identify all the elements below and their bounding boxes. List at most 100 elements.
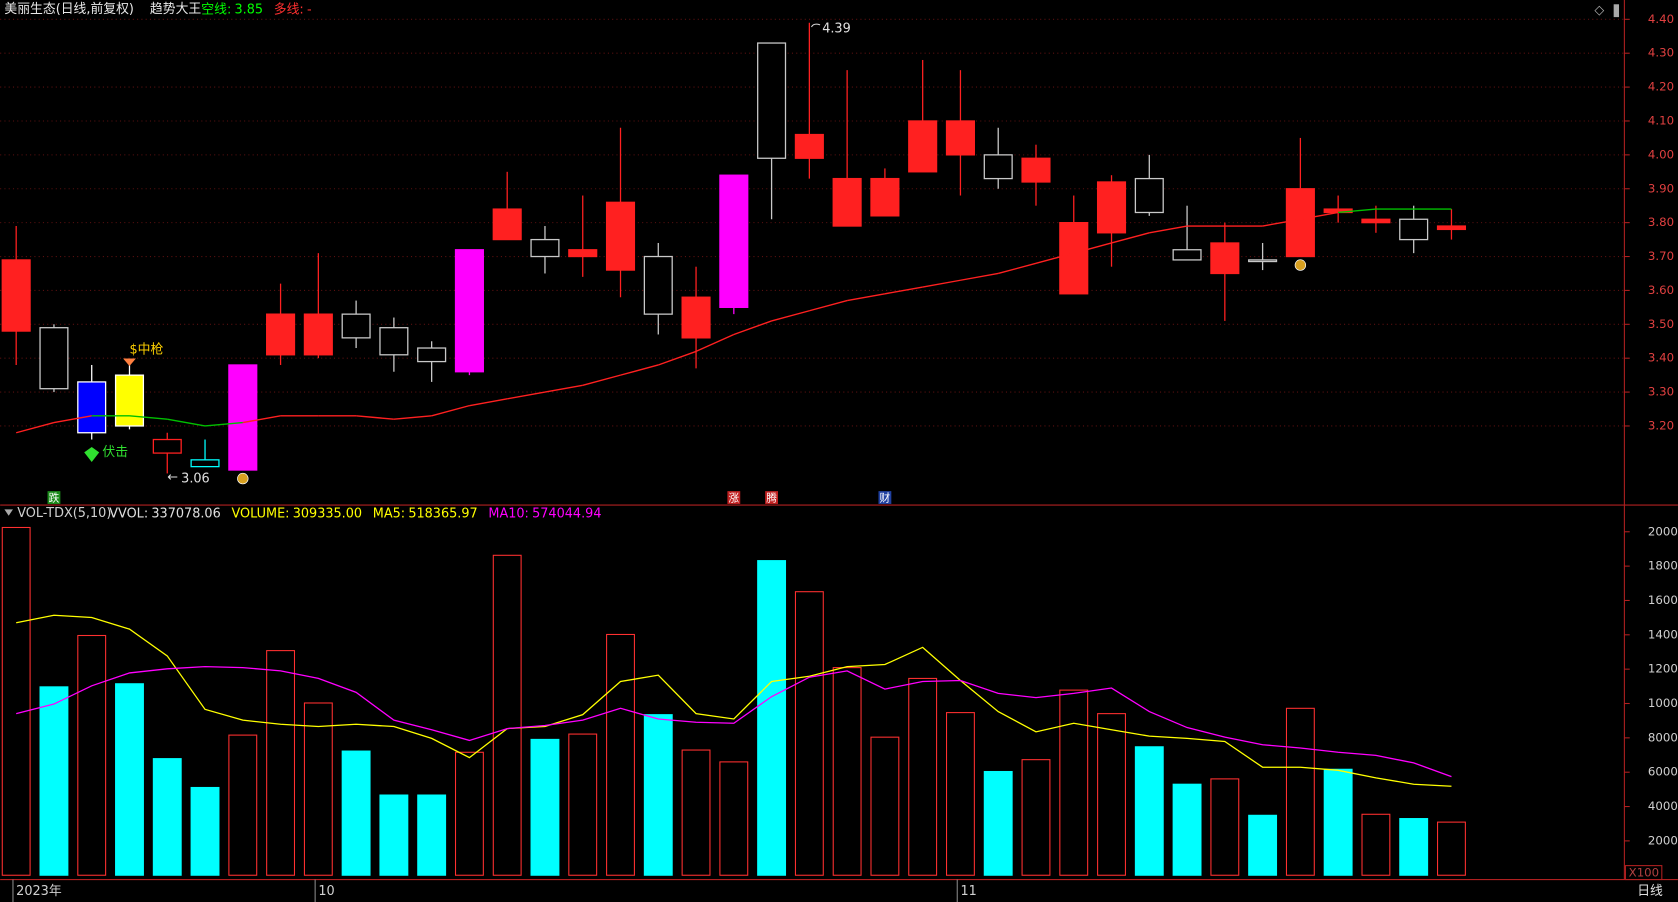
legend-value: 309335.00 — [293, 506, 362, 521]
volume-bar — [228, 734, 258, 876]
volume-bar — [1021, 759, 1051, 876]
x-tick-label: 10 — [318, 884, 334, 899]
candle-body — [341, 313, 371, 339]
volume-bar — [794, 591, 824, 876]
volume-bar — [1134, 746, 1164, 876]
ma-line — [1073, 242, 1112, 254]
volume-bar — [266, 650, 296, 876]
y-tick-label: 2000 — [1648, 833, 1678, 847]
ma-line — [620, 364, 659, 376]
volume-bar — [1323, 768, 1353, 876]
volume-bar — [1097, 713, 1126, 876]
volume-bar — [757, 560, 787, 876]
legend-value: - — [307, 2, 312, 17]
volume-bar — [379, 794, 409, 876]
signal-text: 财 — [880, 492, 891, 505]
y-tick-label: 12000 — [1648, 662, 1678, 676]
ma-line — [771, 310, 810, 322]
y-tick-label: 3.50 — [1648, 317, 1674, 331]
icon[interactable] — [4, 509, 13, 516]
ma-line — [658, 350, 697, 366]
y-tick-label: 10000 — [1648, 696, 1678, 710]
icon[interactable] — [1613, 4, 1620, 18]
candle-body — [39, 327, 69, 390]
y-tick-label: 8000 — [1648, 730, 1678, 744]
legend-label: VVOL: — [109, 506, 148, 521]
volume-bar — [719, 761, 749, 876]
volume-bar — [190, 786, 220, 876]
y-tick-label: 14000 — [1648, 627, 1678, 641]
volume-bar — [492, 554, 522, 876]
ma-line — [15, 421, 55, 434]
candle-body — [1361, 218, 1391, 224]
legend-label: MA5: — [373, 506, 405, 521]
candle-body — [379, 327, 409, 356]
volume-bar — [454, 751, 484, 876]
candle-body — [303, 313, 333, 356]
ma-line — [998, 262, 1037, 275]
y-tick-label: 3.30 — [1648, 385, 1674, 399]
unit-box — [1624, 865, 1663, 881]
candle-body — [1210, 242, 1240, 275]
ma-line — [393, 415, 432, 420]
candle-body — [983, 154, 1013, 180]
legend-value: 518365.97 — [408, 506, 477, 521]
money-icon — [237, 472, 249, 485]
candle-body — [266, 313, 296, 356]
candle-body — [719, 174, 749, 309]
candle-body — [77, 381, 107, 434]
volume-bar — [681, 749, 711, 876]
ma-line — [884, 286, 923, 295]
signal-badge — [765, 491, 779, 504]
ma-line — [960, 272, 999, 281]
candle-body — [417, 347, 447, 363]
candle-body — [1285, 188, 1315, 258]
ma-line — [242, 415, 281, 424]
legend-label: VOLUME: — [231, 506, 289, 521]
candle-body — [454, 249, 484, 373]
volume-bar — [945, 712, 975, 876]
volume-bar — [983, 770, 1013, 876]
volume-bar — [39, 686, 69, 876]
candle-body — [1248, 259, 1278, 263]
candle-body — [228, 364, 258, 471]
ma-line — [1338, 208, 1376, 214]
y-tick-label: 3.40 — [1648, 351, 1674, 365]
y-tick-label: 4.30 — [1648, 46, 1674, 60]
money-icon — [1294, 259, 1307, 271]
volume-bar — [908, 677, 938, 876]
volume-bar — [1059, 689, 1089, 876]
y-tick-label: 6000 — [1648, 765, 1678, 779]
candle-body — [1134, 177, 1164, 214]
y-tick-label: 4000 — [1648, 799, 1678, 813]
volume-bar — [1361, 813, 1391, 876]
candle-body — [152, 438, 182, 454]
volume-bar — [417, 794, 447, 876]
candle-body — [1021, 157, 1051, 183]
candle-body — [908, 120, 938, 173]
candle-body — [114, 374, 145, 427]
volume-bar — [568, 733, 598, 876]
volume-bar — [606, 633, 635, 876]
volume-bar — [115, 683, 144, 876]
volume-bar — [1437, 821, 1466, 876]
signal-badge — [727, 491, 741, 504]
y-tick-label: 3.90 — [1648, 181, 1674, 195]
y-tick-label: 4.20 — [1648, 80, 1674, 94]
volume-bar — [1399, 818, 1429, 876]
signal-note: $中枪 — [129, 341, 163, 357]
signal-badge — [47, 491, 61, 504]
icon[interactable]: ◇ — [1594, 3, 1604, 18]
legend-value: 337078.06 — [151, 506, 220, 521]
ma-line — [431, 404, 470, 417]
volume-bar — [643, 714, 673, 876]
y-tick-label: 16000 — [1648, 593, 1678, 607]
signal-badge — [878, 491, 892, 504]
ma-line — [922, 279, 961, 288]
y-tick-label: 3.20 — [1648, 418, 1674, 432]
volume-bar — [870, 736, 900, 876]
volume-bar — [1, 526, 31, 876]
chart-title: 美丽生态(日线,前复权) — [4, 1, 134, 17]
legend-value: 3.85 — [234, 2, 263, 17]
